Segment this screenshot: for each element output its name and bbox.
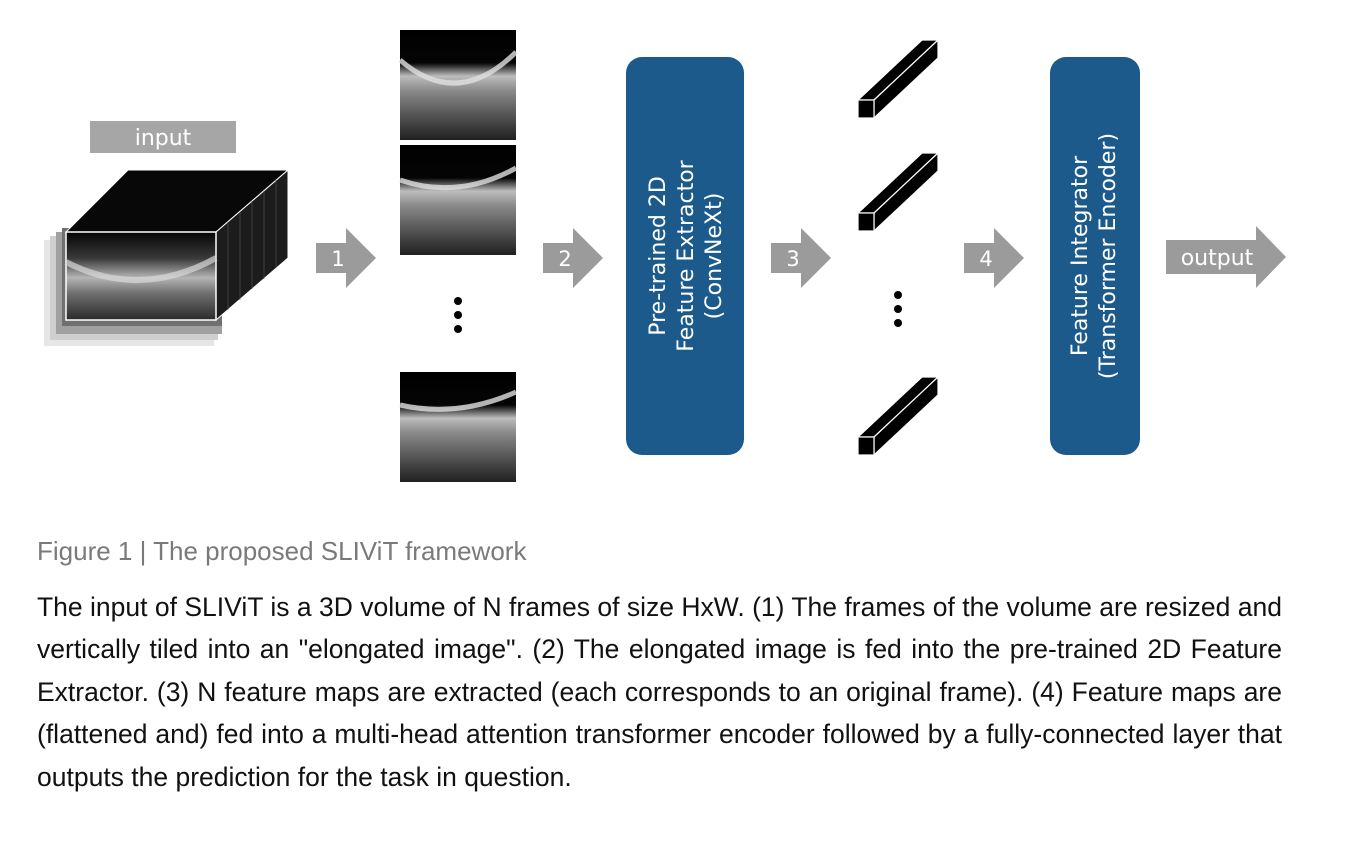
elongated-image-frames xyxy=(398,30,518,482)
feature-maps-ellipsis-dots xyxy=(894,291,902,327)
feature-map-2 xyxy=(856,151,940,233)
input-volume-cube xyxy=(44,168,290,346)
arrow-3-label: 3 xyxy=(786,247,799,271)
figure-caption-body: The input of SLIViT is a 3D volume of N … xyxy=(37,592,1282,792)
arrow-4-label: 4 xyxy=(979,247,992,271)
feature-extractor-block: Pre-trained 2D Feature Extractor (ConvNe… xyxy=(626,57,744,455)
extractor-line-2: Feature Extractor xyxy=(674,159,699,351)
arrow-1: 1 xyxy=(316,228,376,288)
arrow-2: 2 xyxy=(543,228,603,288)
extractor-line-1: Pre-trained 2D xyxy=(646,176,671,336)
figure-caption-title: Figure 1 | The proposed SLIViT framework xyxy=(37,536,527,566)
framework-diagram: input 1 2 xyxy=(44,30,1286,482)
integrator-line-2: (Transformer Encoder) xyxy=(1096,133,1121,379)
frames-ellipsis-dots xyxy=(454,297,462,333)
feature-map-n xyxy=(856,375,940,457)
arrow-1-label: 1 xyxy=(331,247,344,271)
arrow-4: 4 xyxy=(964,228,1024,288)
output-label: output xyxy=(1181,246,1254,271)
integrator-line-1: Feature Integrator xyxy=(1068,155,1093,356)
feature-map-1 xyxy=(856,38,940,120)
arrow-2-label: 2 xyxy=(558,247,571,271)
feature-maps xyxy=(856,38,940,457)
oct-frame-n xyxy=(400,372,516,482)
oct-frame-2 xyxy=(400,145,516,255)
extractor-line-3: (ConvNeXt) xyxy=(702,193,727,320)
input-label-text: input xyxy=(135,126,192,151)
input-label: input xyxy=(90,121,236,153)
arrow-3: 3 xyxy=(771,228,831,288)
feature-integrator-block: Feature Integrator (Transformer Encoder) xyxy=(1050,57,1140,455)
output-arrow: output xyxy=(1166,226,1286,288)
